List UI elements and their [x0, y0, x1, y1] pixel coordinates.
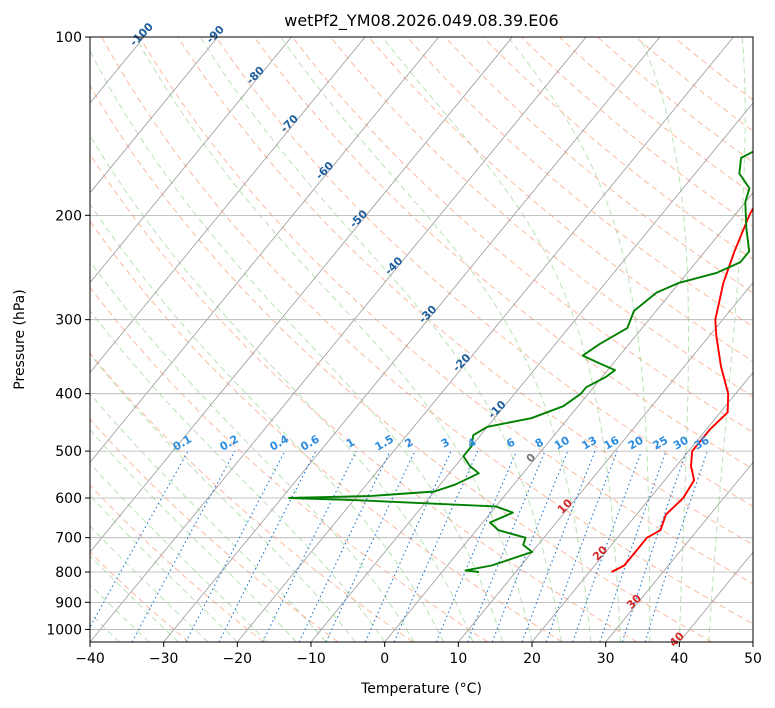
y-tick-label: 500 — [55, 444, 82, 460]
moist-adiabat-line — [90, 584, 150, 642]
dry-adiabat-line — [90, 418, 339, 642]
plot-area — [90, 37, 753, 642]
dry-adiabat-line — [90, 220, 563, 642]
axes: −40 −30 −20 −10 0 10 20 30 40 50 1000 900 800 700 600 5… — [46, 30, 762, 667]
y-tick-label: 300 — [55, 313, 82, 329]
y-tick-label: 100 — [55, 30, 82, 46]
dry-adiabat-line — [90, 153, 638, 642]
moist-adiabat-line — [135, 37, 533, 642]
x-tick-label: −30 — [149, 651, 179, 667]
isotherm-line — [458, 282, 753, 642]
moist-adiabat-line — [90, 494, 238, 642]
isotherm-line — [384, 192, 753, 642]
x-tick-label: 10 — [449, 651, 467, 667]
y-tick-label: 400 — [55, 387, 82, 403]
y-tick-label: 700 — [55, 531, 82, 547]
dry-adiabat-line — [520, 37, 753, 228]
isotherm-line — [531, 371, 753, 642]
mixing-ratio-line — [131, 450, 236, 642]
background-lines — [90, 37, 753, 642]
dry-adiabat-line — [292, 37, 753, 433]
isotherm-line — [90, 37, 366, 374]
isotherm-line — [605, 461, 753, 642]
y-tick-label: 1000 — [46, 622, 82, 638]
x-tick-label: 0 — [380, 651, 389, 667]
isotherm-line — [90, 37, 513, 553]
dry-adiabat-line — [368, 37, 753, 362]
moist-adiabat-line — [280, 37, 592, 642]
isotherm-line — [237, 37, 734, 642]
x-tick-label: −10 — [296, 651, 326, 667]
dry-adiabat-line — [139, 37, 753, 585]
mixing-ratio-line — [491, 450, 569, 642]
dry-adiabat-line — [101, 37, 753, 625]
moist-adiabat-line — [90, 260, 415, 642]
isotherm-line — [90, 37, 587, 642]
dry-adiabat-line — [215, 37, 753, 508]
y-axis-label: Pressure (hPa) — [12, 289, 28, 389]
moist-adiabat-line — [90, 202, 445, 642]
mixing-ratio-line — [298, 450, 391, 642]
y-tick-label: 600 — [55, 491, 82, 507]
moist-adiabat-line — [90, 555, 179, 642]
isotherm-line — [90, 37, 440, 463]
dry-adiabat-line — [482, 37, 753, 260]
y-tick-label: 800 — [55, 565, 82, 581]
x-tick-label: 20 — [523, 651, 541, 667]
isotherm-line — [310, 102, 753, 642]
x-tick-label: 50 — [744, 651, 762, 667]
x-tick-label: 30 — [597, 651, 615, 667]
dry-adiabat-line — [90, 484, 264, 642]
profile-series — [288, 150, 753, 573]
moist-adiabat-line — [639, 37, 689, 642]
dry-adiabat-line — [177, 37, 753, 546]
plot-frame — [89, 36, 754, 643]
dry-adiabat-line — [90, 84, 712, 642]
x-axis-label: Temperature (°C) — [360, 681, 482, 697]
mixing-ratio-line — [521, 450, 596, 642]
mixing-ratio-line — [262, 450, 357, 642]
isotherm-line — [90, 37, 292, 284]
moist-adiabat-line — [199, 37, 562, 642]
chart-title: wetPf2_YM08.2026.049.08.39.E06 — [284, 11, 558, 31]
dry-adiabat-line — [90, 286, 488, 642]
y-tick-label: 900 — [55, 595, 82, 611]
y-tick-label: 200 — [55, 208, 82, 224]
moist-adiabat-line — [90, 525, 209, 642]
moist-adiabat-line — [90, 50, 503, 642]
dewpoint-profile-line — [288, 150, 753, 573]
x-tick-label: −40 — [75, 651, 105, 667]
moist-adiabat-line — [381, 37, 621, 642]
moist-adiabat-line — [90, 353, 356, 642]
dry-adiabat-line — [444, 37, 753, 294]
isotherm-line — [90, 37, 219, 194]
dry-adiabat-line — [330, 37, 753, 398]
isotherm-line — [163, 37, 661, 642]
moist-adiabat-line — [507, 37, 651, 642]
x-tick-label: 40 — [670, 651, 688, 667]
temperature-profile-line — [611, 206, 753, 573]
moist-adiabat-line — [90, 134, 474, 642]
x-tick-label: −20 — [223, 651, 253, 667]
mixing-ratio-line — [644, 450, 708, 642]
mixing-ratio-line — [621, 450, 688, 642]
